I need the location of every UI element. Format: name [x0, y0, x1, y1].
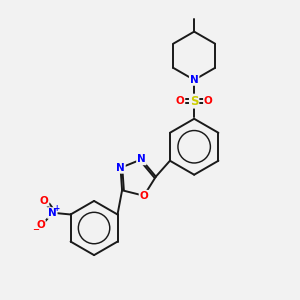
Text: O: O [176, 96, 184, 106]
Text: O: O [36, 220, 45, 230]
Text: O: O [140, 191, 148, 201]
Text: O: O [204, 96, 213, 106]
Text: +: + [54, 204, 60, 213]
Text: N: N [190, 75, 199, 85]
Text: O: O [40, 196, 49, 206]
Text: N: N [137, 154, 146, 164]
Text: N: N [116, 163, 125, 173]
Text: S: S [190, 94, 198, 108]
Text: −: − [32, 225, 39, 234]
Text: N: N [48, 208, 57, 218]
